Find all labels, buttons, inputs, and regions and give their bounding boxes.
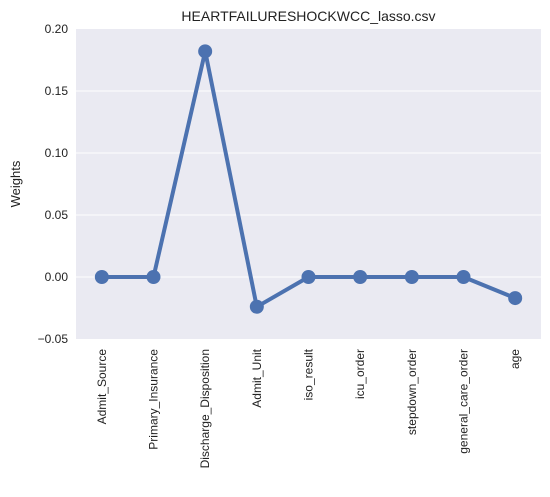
plot-area bbox=[76, 29, 541, 339]
data-point bbox=[94, 270, 109, 284]
x-tick-label: Admit_Source bbox=[95, 349, 109, 425]
x-tick-label: Primary_Insurance bbox=[147, 349, 161, 450]
y-axis-title: Weights bbox=[8, 160, 23, 207]
chart-title: HEARTFAILURESHOCKWCC_lasso.csv bbox=[181, 8, 435, 24]
x-tick-label: general_care_order bbox=[457, 349, 471, 454]
y-tick-label: 0.05 bbox=[45, 208, 69, 222]
data-point bbox=[146, 270, 161, 284]
x-tick-label: iso_result bbox=[302, 348, 316, 400]
x-tick-label: Discharge_Disposition bbox=[198, 349, 212, 468]
y-tick-label: −0.05 bbox=[38, 332, 69, 346]
y-tick-label: 0.10 bbox=[45, 146, 69, 160]
data-points bbox=[94, 44, 523, 314]
x-tick-label: stepdown_order bbox=[405, 349, 419, 435]
x-tick-labels: Admit_Source Primary_Insurance Discharge_D… bbox=[95, 348, 522, 468]
data-point bbox=[249, 299, 264, 314]
y-tick-label: 0.00 bbox=[45, 270, 69, 284]
y-tick-label: 0.20 bbox=[45, 22, 69, 36]
data-point bbox=[353, 270, 368, 284]
x-tick-label: age bbox=[508, 349, 522, 369]
data-point bbox=[508, 291, 523, 306]
data-point bbox=[404, 270, 419, 284]
x-tick-label: Admit_Unit bbox=[250, 348, 264, 407]
x-tick-label: icu_order bbox=[353, 349, 367, 399]
y-tick-label: 0.15 bbox=[45, 84, 69, 98]
data-point bbox=[198, 44, 213, 59]
data-point bbox=[301, 270, 316, 284]
y-tick-labels: 0.20 0.15 0.10 0.05 0.00 −0.05 bbox=[38, 22, 69, 346]
data-point bbox=[456, 270, 471, 284]
